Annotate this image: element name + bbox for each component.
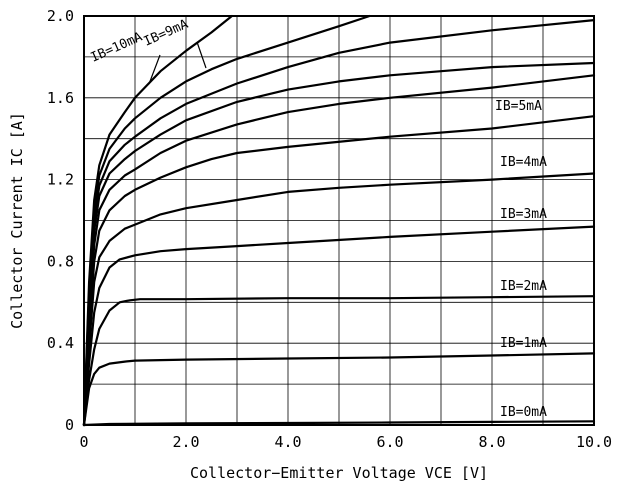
y-tick-label: 2.0 [47,7,74,25]
plot-frame [83,15,595,426]
series-line [82,61,596,427]
x-axis-title: Collector−Emitter Voltage VCE [V] [190,464,488,482]
y-axis-title: Collector Current IC [A] [8,112,26,329]
curve-label: IB=2mA [500,279,547,294]
grid [84,16,594,425]
series-line [82,19,596,427]
x-tick-label: 2.0 [172,433,199,451]
curves [82,14,596,427]
leader-line [196,41,207,69]
series-line [82,14,233,427]
x-tick-label: 10.0 [576,433,612,451]
curve-label: IB=0mA [500,405,547,420]
y-tick-label: 0 [65,416,74,434]
curve-label: IB=10mA [89,30,145,66]
x-tick-label: 0 [79,433,88,451]
series-line [82,115,596,427]
y-tick-label: 1.2 [47,171,74,189]
x-tick-label: 6.0 [376,433,403,451]
curve-label: IB=3mA [500,207,547,222]
series-line [82,172,596,427]
y-tick-label: 1.6 [47,89,74,107]
y-tick-label: 0.4 [47,334,74,352]
series-line [82,225,596,427]
x-tick-label: 8.0 [478,433,505,451]
series-line [82,352,596,427]
series-line [82,14,371,427]
curve-label: IB=4mA [500,155,547,170]
tick-labels: 0 2.0 4.0 6.0 8.0 10.0 0 0.4 0.8 1.2 1.6 2.0 [47,7,612,451]
x-tick-label: 4.0 [274,433,301,451]
series-line [82,295,596,427]
curve-label: IB=9mA [142,17,191,50]
curve-label: IB=5mA [495,99,542,114]
curve-label: IB=1mA [500,336,547,351]
y-tick-label: 0.8 [47,252,74,270]
series-line [82,74,596,427]
leader-line [148,54,161,85]
